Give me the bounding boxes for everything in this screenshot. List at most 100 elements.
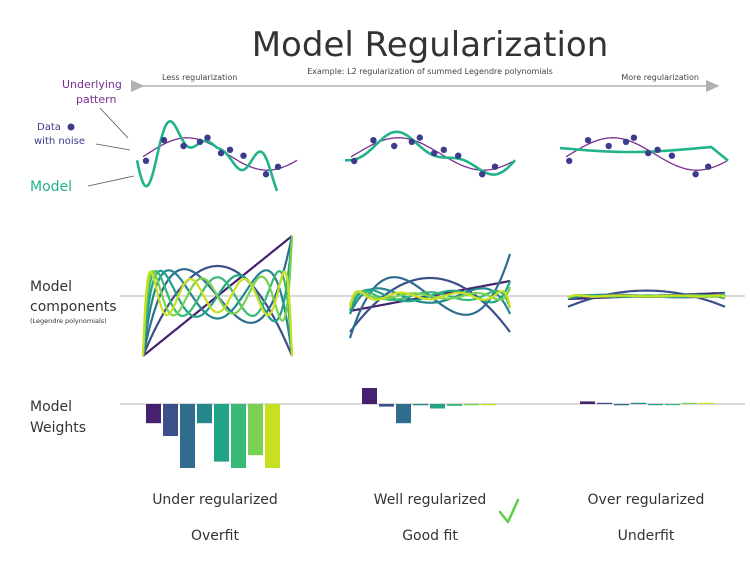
data-point	[142, 157, 150, 164]
data-point	[491, 163, 499, 170]
weight-bar	[163, 404, 178, 436]
data-point	[584, 137, 592, 144]
outcome-overfit: Overfit	[191, 528, 239, 544]
data-point	[180, 142, 187, 150]
weight-bar	[699, 402, 714, 404]
data-point	[351, 157, 358, 165]
weight-panels	[146, 388, 714, 468]
underlying-pattern-label-line2: pattern	[76, 93, 116, 106]
data-point	[370, 137, 377, 144]
underlying-pattern-label-line1: Underlying	[62, 78, 122, 91]
outcome-underfit: Underfit	[618, 528, 675, 544]
data-point	[160, 136, 168, 144]
data-point	[705, 163, 712, 170]
data-point	[391, 142, 398, 150]
data-noise-label-line2: with noise	[34, 136, 85, 147]
data-point	[630, 134, 638, 141]
data-pointer	[95, 143, 131, 151]
weight-bar	[379, 404, 394, 407]
weight-bar	[180, 404, 195, 468]
weight-bar	[464, 404, 479, 406]
data-point	[668, 152, 676, 159]
weights-label-line1: Model	[30, 399, 72, 415]
data-point	[204, 134, 211, 141]
data-point-legend-icon	[67, 123, 75, 131]
page-title: Model Regularization	[252, 25, 609, 65]
legendre-component-6	[141, 269, 294, 357]
components-label-line1: Model	[30, 279, 72, 295]
data-point	[217, 149, 225, 157]
weight-bar	[597, 402, 612, 404]
legendre-component-2	[141, 264, 294, 357]
data-point	[416, 134, 423, 141]
components-note: (Legendre polynomials)	[30, 317, 107, 325]
legendre-component-7	[348, 286, 512, 306]
data-point	[440, 146, 447, 153]
weights-panel-3	[580, 401, 714, 406]
data-point	[455, 152, 462, 159]
data-point	[196, 138, 204, 145]
fit-panels	[135, 120, 729, 192]
fit-panel-1	[135, 120, 298, 192]
weight-bar	[631, 402, 646, 404]
component-panels	[141, 235, 726, 357]
legendre-component-4	[348, 287, 512, 315]
underlying-pattern-curve	[565, 137, 729, 171]
outcome-good-fit: Good fit	[402, 528, 458, 544]
weight-bar	[197, 404, 212, 424]
weights-panel-2	[362, 388, 496, 424]
legendre-component-8	[141, 269, 294, 357]
legendre-component-8	[348, 289, 512, 309]
components-label-line2: components	[30, 299, 117, 315]
caption-over-regularized: Over regularized	[588, 492, 705, 508]
weight-bar	[146, 404, 161, 424]
data-noise-label-line1: Data	[37, 122, 61, 133]
underlying-pointer	[99, 107, 129, 139]
model-curve	[344, 130, 516, 176]
weight-bar	[265, 404, 280, 468]
checkmark-icon	[498, 498, 520, 524]
weight-bar	[648, 404, 663, 406]
legendre-component-8	[567, 294, 726, 299]
weight-bar	[430, 404, 445, 409]
data-point	[226, 146, 234, 153]
weights-panel-1	[146, 404, 280, 468]
weight-bar	[413, 404, 428, 406]
fit-panel-3	[559, 134, 729, 178]
fit-panel-2	[344, 130, 516, 178]
weights-label-line2: Weights	[30, 420, 86, 436]
legendre-component-2	[349, 276, 511, 333]
legendre-component-6	[348, 289, 512, 309]
data-point	[605, 142, 612, 150]
data-point	[692, 171, 699, 178]
caption-under-regularized: Under regularized	[152, 492, 278, 508]
weight-bar	[614, 404, 629, 406]
weight-bar	[580, 401, 595, 404]
legendre-component-7	[141, 235, 294, 357]
weight-bar	[362, 388, 377, 404]
weight-bar	[682, 402, 697, 404]
data-point	[431, 149, 438, 157]
data-point	[408, 138, 415, 145]
data-point	[262, 171, 270, 178]
data-point	[654, 146, 661, 153]
subtitle: Example: L2 regularization of summed Leg…	[307, 67, 553, 76]
data-point	[566, 157, 573, 165]
data-point	[274, 163, 282, 170]
weight-bar	[248, 404, 263, 456]
less-regularization-label: Less regularization	[162, 73, 237, 82]
legendre-component-4	[141, 269, 294, 357]
caption-well-regularized: Well regularized	[374, 492, 487, 508]
weight-bar	[665, 404, 680, 406]
weight-bar	[481, 404, 496, 406]
model-curve	[135, 120, 279, 192]
components-panel-1	[141, 235, 294, 357]
model-pointer	[87, 175, 135, 187]
data-point	[479, 171, 486, 178]
components-panel-3	[567, 289, 726, 308]
weight-bar	[447, 404, 462, 406]
weight-bar	[231, 404, 246, 468]
weight-bar	[396, 404, 411, 424]
more-regularization-label: More regularization	[621, 73, 699, 82]
